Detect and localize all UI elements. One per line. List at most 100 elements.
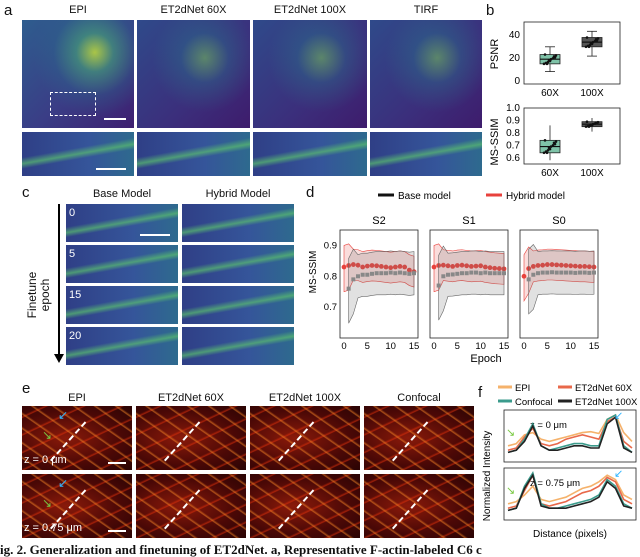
hybrid-point (392, 264, 398, 270)
panel-e-confocal-z075 (364, 474, 474, 538)
profile-line-confocal (507, 413, 633, 454)
panel-f-subplots: z = 0 μm ↙ ↘ z = 0.75 μm ↙ ↘ (503, 409, 637, 521)
axes-frame (503, 467, 637, 521)
base-point (536, 271, 540, 276)
panel-e-confocal-z0 (364, 406, 474, 470)
ssim-point (542, 151, 546, 155)
epoch-20-label: 20 (69, 330, 82, 342)
panel-d-xlabel: Epoch (470, 353, 501, 365)
base-point (351, 277, 356, 282)
base-point (346, 286, 351, 291)
panel-d-ylabel: MS-SSIM (308, 251, 319, 294)
base-point (365, 272, 370, 277)
hybrid-point (577, 264, 583, 269)
psnr-point (595, 38, 599, 42)
base-point (393, 271, 398, 276)
base-point (573, 270, 578, 275)
profile-line-et2dnet-100x (507, 415, 633, 454)
x-tick-label: 15 (409, 341, 420, 352)
scale-bar (96, 168, 126, 170)
subplot-label: z = 0.75 μm (530, 478, 580, 489)
row-label-z0: z = 0 μm (24, 454, 67, 466)
hybrid-point (521, 273, 527, 279)
legend-100x-label: ET2dNet 100X (575, 397, 638, 408)
panel-a-zoom-tirf (370, 132, 482, 176)
panel-e-epi-z075: ↙ ↘ z = 0.75 μm (22, 474, 132, 538)
ssim-point (585, 120, 589, 123)
ssim-point (584, 125, 588, 128)
psnr-boxes (539, 30, 603, 72)
base-point (374, 271, 379, 276)
hybrid-point (402, 264, 408, 270)
profile-line-confocal (507, 471, 633, 512)
panel-label-f: f (478, 384, 483, 401)
hybrid-point (572, 263, 578, 269)
ssim-point (546, 149, 550, 152)
psnr-boxplot: PSNR 0 20 40 60X 100X (489, 21, 621, 99)
base-point (578, 270, 582, 275)
panel-a-title-et2dnet-100x: ET2dNet 100X (273, 4, 347, 16)
epoch-5-label: 5 (69, 248, 76, 260)
psnr-point (585, 36, 589, 39)
panel-a-zoom-et2dnet-100x (253, 132, 367, 176)
hybrid-point (586, 264, 592, 270)
base-point (464, 271, 469, 276)
panel-c-base-epoch-0: 0 (66, 204, 178, 242)
panel-a-image-tirf (370, 20, 482, 128)
hybrid-point (544, 262, 550, 267)
psnr-point (590, 42, 594, 46)
ssim-ylabel: MS-SSIM (489, 118, 501, 165)
base-point (545, 270, 550, 275)
hybrid-point (355, 262, 361, 268)
base-point (550, 270, 554, 275)
epoch-arrow-head (54, 354, 64, 363)
panel-c-base-epoch-5: 5 (66, 245, 178, 283)
base-point (469, 270, 474, 275)
base-point (384, 271, 388, 276)
base-point (564, 270, 568, 275)
panel-a-title-et2dnet-60x: ET2dNet 60X (160, 4, 227, 16)
base-point (398, 270, 402, 275)
hybrid-point (549, 262, 555, 267)
base-point (407, 271, 412, 276)
base-point (446, 272, 450, 277)
green-arrow-icon: ↘ (42, 496, 53, 510)
subplot-title: S1 (462, 215, 475, 227)
base-band (528, 244, 595, 315)
psnr-point (551, 56, 555, 60)
ssim-boxplot: MS-SSIM 0.6 0.70.8 0.91.0 60X 100X (489, 103, 621, 179)
panel-c-hybrid-epoch-15 (182, 286, 294, 324)
psnr-point (542, 62, 546, 66)
ssim-tick-label: 0.6 (506, 153, 520, 164)
hybrid-point (482, 264, 488, 270)
ssim-point (595, 121, 599, 125)
subplot-title: S0 (552, 215, 565, 227)
ssim-axes-frame (523, 107, 621, 165)
x-tick-label: 5 (365, 341, 370, 352)
panel-a-zoom-et2dnet-60x (137, 132, 250, 176)
panel-a-image-et2dnet-60x (137, 20, 250, 128)
panel-label-a: a (4, 2, 13, 19)
hybrid-point (454, 263, 460, 268)
x-tick-label: 5 (455, 341, 460, 352)
ssim-point (548, 147, 552, 151)
hybrid-point (468, 264, 474, 269)
y-tick-label: 0.8 (324, 271, 337, 282)
hybrid-point (582, 264, 588, 269)
zoom-region-box (50, 92, 96, 116)
psnr-tick-0: 0 (514, 76, 520, 87)
hybrid-point (459, 262, 465, 268)
base-point (455, 271, 460, 276)
hybrid-point (364, 263, 370, 269)
ssim-tick-label: 0.9 (506, 115, 520, 126)
panel-c-base-epoch-15: 15 (66, 286, 178, 324)
ssim-point (587, 125, 591, 128)
panel-d-subplots: S2 0 5 10 15 0.7 0.8 0.9 S1 0 5 10 15 S0 0 5 10 15 (324, 215, 600, 352)
panel-e-title-et2dnet-100x: ET2dNet 100X (268, 392, 342, 404)
panel-f-chart: EPI ET2dNet 60X Confocal ET2dNet 100X No… (482, 383, 638, 540)
base-point (592, 270, 596, 275)
hybrid-point (554, 262, 560, 268)
base-point (582, 270, 587, 275)
profile-line (278, 421, 315, 462)
panel-c-hybrid-epoch-0 (182, 204, 294, 242)
